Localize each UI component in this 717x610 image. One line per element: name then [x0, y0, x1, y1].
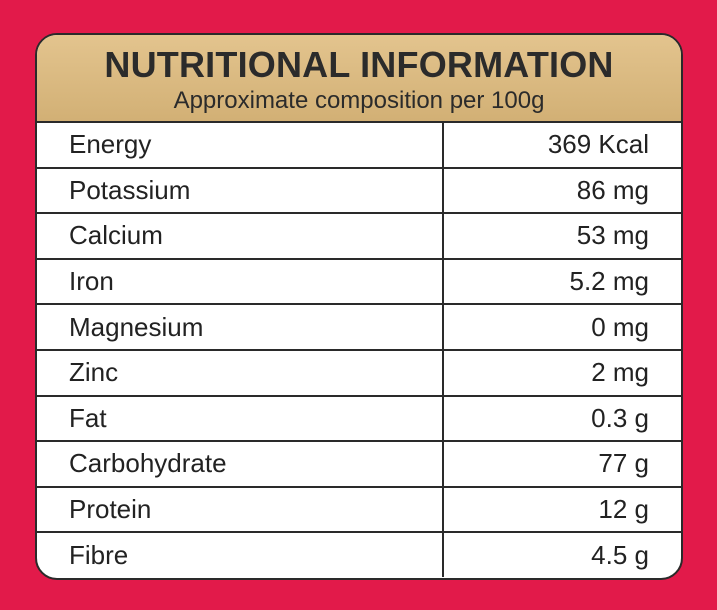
- nutrient-name: Fibre: [37, 532, 444, 577]
- table-row: Fibre 4.5 g: [37, 532, 681, 577]
- nutrient-value: 0.3 g: [443, 395, 681, 443]
- table-row: Potassium 86 mg: [37, 167, 681, 215]
- nutrient-value: 0 mg: [443, 304, 681, 351]
- nutrient-name: Iron: [37, 258, 444, 306]
- nutrient-value: 53 mg: [443, 213, 681, 260]
- nutrient-value: 4.5 g: [591, 539, 649, 570]
- nutrient-name: Zinc: [37, 349, 444, 397]
- nutrient-value: 2 mg: [443, 349, 681, 397]
- table-row: Energy 369 Kcal: [37, 123, 681, 169]
- table-row: Calcium 53 mg: [37, 213, 681, 260]
- nutrient-name: Magnesium: [37, 304, 444, 351]
- nutrient-value: 86 mg: [443, 167, 681, 215]
- title: NUTRITIONAL INFORMATION: [104, 44, 614, 85]
- table-row: Magnesium 0 mg: [37, 304, 681, 351]
- table-row: Iron 5.2 mg: [37, 258, 681, 306]
- table-row: Zinc 2 mg: [37, 349, 681, 397]
- nutrient-value: 77 g: [443, 441, 681, 488]
- table-row: Fat 0.3 g: [37, 395, 681, 443]
- nutrition-table: Energy 369 Kcal Potassium 86 mg Calcium 53 mg…: [37, 123, 681, 577]
- nutrient-name: Protein: [37, 486, 444, 534]
- nutrient-name: Potassium: [37, 167, 444, 215]
- nutrition-card: NUTRITIONAL INFORMATION Approximate comp…: [35, 33, 683, 580]
- nutrient-value: 369 Kcal: [443, 123, 681, 169]
- subtitle: Approximate composition per 100g: [173, 87, 545, 114]
- nutrient-value: 5.2 mg: [443, 258, 681, 306]
- nutrient-name: Energy: [37, 123, 444, 169]
- nutrient-value: 12 g: [443, 486, 681, 534]
- nutrient-name: Fat: [37, 395, 444, 443]
- table-row: Protein 12 g: [37, 486, 681, 534]
- nutrient-name: Carbohydrate: [37, 441, 444, 488]
- table-row: Carbohydrate 77 g: [37, 441, 681, 488]
- header: NUTRITIONAL INFORMATION Approximate comp…: [37, 35, 681, 123]
- nutrient-name: Calcium: [37, 213, 444, 260]
